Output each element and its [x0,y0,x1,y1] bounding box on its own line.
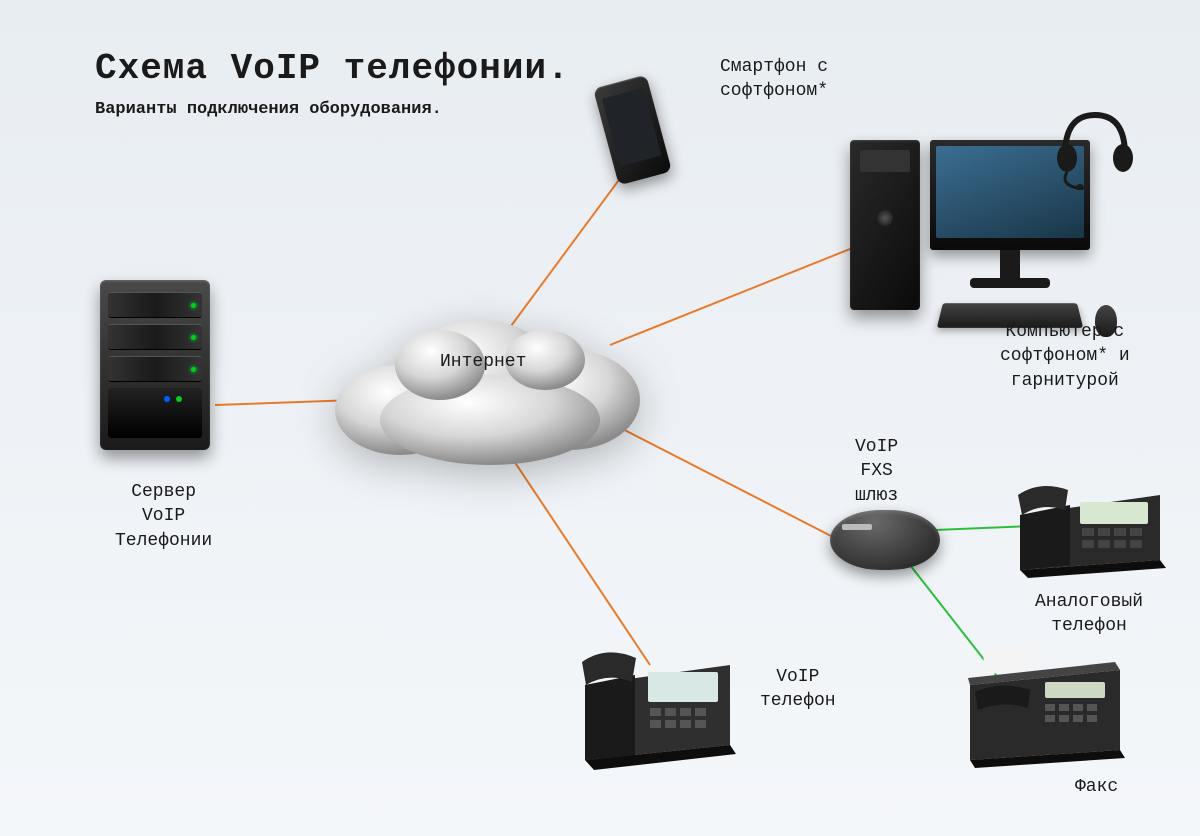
voip-phone-icon [570,630,740,780]
server-icon [100,280,210,450]
gateway-node [830,510,940,570]
analog-phone-label: Аналоговый телефон [1035,590,1143,639]
diagram-title: Схема VoIP телефонии. [95,48,570,89]
fax-icon [960,640,1130,770]
pc-tower-icon [850,140,920,310]
cloud-label: Интернет [440,350,526,374]
voip-phone-node [570,630,740,780]
analog-phone-icon [1010,460,1170,580]
smartphone-icon [593,75,672,186]
computer-node [850,130,1130,340]
voip-phone-label: VoIP телефон [760,665,836,714]
gateway-label: VoIP FXS шлюз [855,435,898,508]
computer-label: Компьютер с софтфоном* и гарнитурой [1000,320,1130,393]
cloud-node [320,300,660,470]
cloud-icon [320,300,660,470]
smartphone-label: Смартфон с софтфоном* [720,55,828,104]
diagram-subtitle: Варианты подключения оборудования. [95,100,442,119]
analog-phone-node [1010,460,1170,580]
fax-label: Факс [1075,775,1118,799]
fax-node [960,640,1130,770]
headset-icon [1050,100,1140,190]
server-node [100,280,220,460]
gateway-icon [830,510,940,570]
server-label: Сервер VoIP Телефонии [115,480,212,553]
